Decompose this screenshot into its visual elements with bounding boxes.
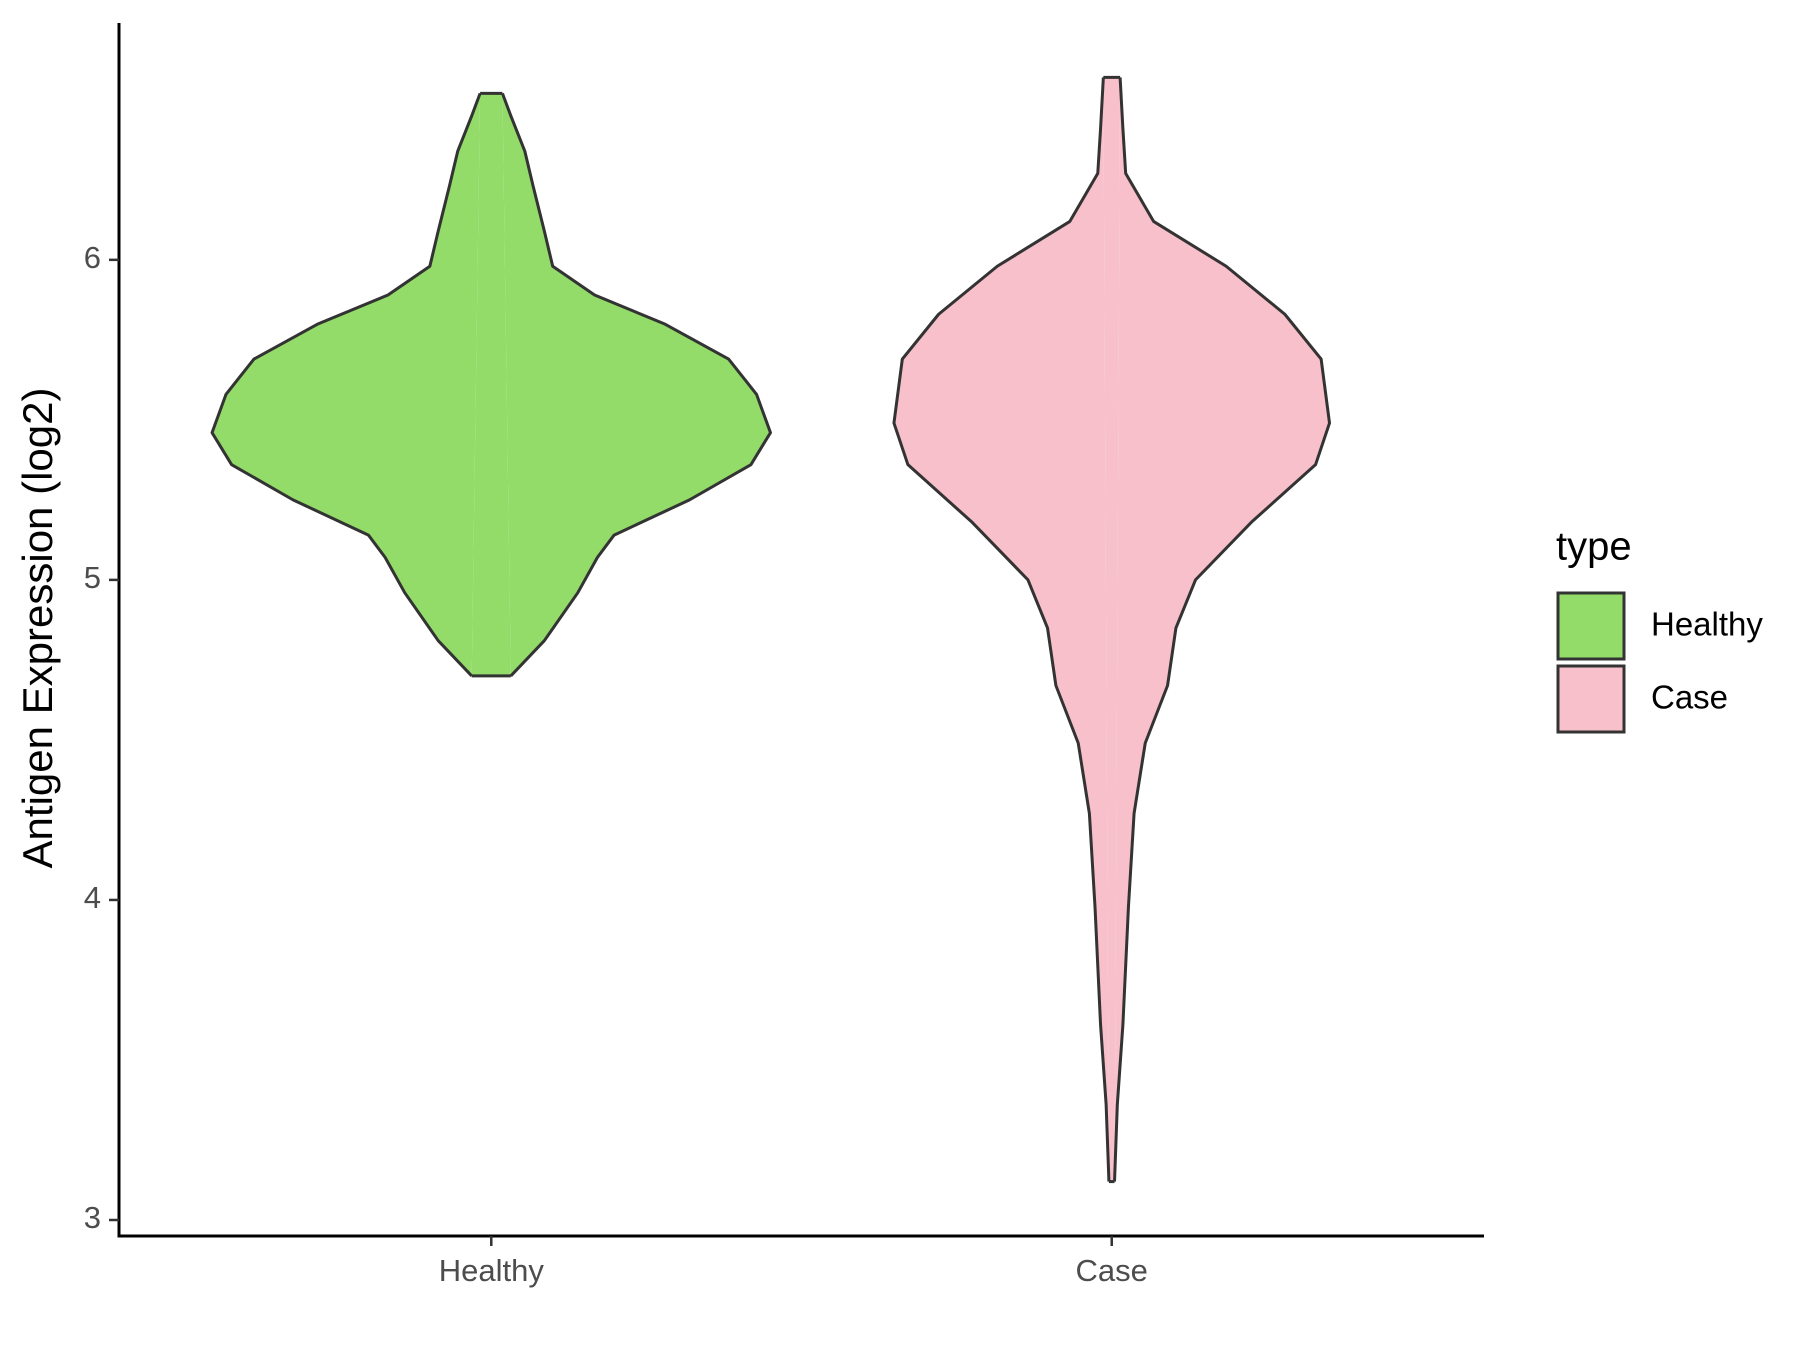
violin-core (1103, 77, 1121, 1182)
y-tick-label: 3 (84, 1200, 101, 1235)
legend-label: Case (1651, 679, 1728, 716)
x-tick-label: Healthy (439, 1253, 545, 1288)
y-tick-label: 6 (84, 240, 101, 275)
y-tick-label: 5 (84, 560, 101, 595)
legend-key (1556, 664, 1626, 734)
legend-key (1556, 591, 1626, 661)
violin-left (210, 92, 482, 677)
y-tick-label: 4 (84, 880, 101, 915)
violin-right (1113, 77, 1332, 1182)
violin-core (471, 93, 511, 676)
violin-left (892, 77, 1111, 1182)
legend-label: Healthy (1651, 606, 1763, 643)
x-tick-label: Case (1076, 1253, 1148, 1288)
y-axis-title: Antigen Expression (log2) (14, 388, 61, 869)
violin-right (501, 92, 772, 677)
legend-title: type (1556, 525, 1632, 569)
